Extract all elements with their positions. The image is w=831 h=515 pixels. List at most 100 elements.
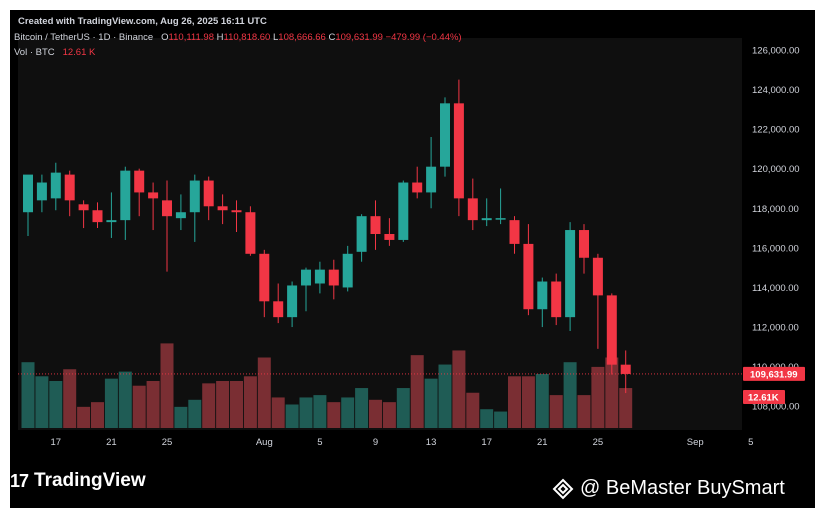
symbol-label[interactable]: Bitcoin / TetherUS · 1D · Binance	[14, 32, 154, 43]
x-tick-label: 17	[51, 437, 62, 448]
volume-bar	[202, 383, 216, 428]
candle-body	[328, 269, 339, 286]
volume-badge-label: 12.61K	[748, 393, 779, 404]
candle-body	[36, 182, 47, 201]
x-tick-label: 25	[593, 437, 604, 448]
volume-bar	[285, 404, 299, 428]
candle-body	[245, 212, 256, 254]
candle-body	[453, 103, 464, 199]
volume-bar	[438, 364, 452, 428]
last-price-label: 109,631.99	[750, 369, 798, 380]
candle-body	[314, 269, 325, 284]
candle-body	[203, 180, 214, 207]
volume-bar	[619, 388, 633, 428]
volume-bar	[563, 362, 577, 428]
candle-body	[148, 192, 159, 199]
candle-body	[273, 301, 284, 318]
candle-body	[537, 281, 548, 310]
candle-body	[565, 230, 576, 318]
volume-bar	[508, 376, 521, 428]
x-tick-label: 21	[106, 437, 117, 448]
volume-bar	[521, 376, 535, 428]
y-tick-label: 114,000.00	[752, 283, 799, 294]
volume-bar	[549, 395, 563, 428]
volume-bar	[494, 411, 508, 428]
x-tick-label: 9	[373, 437, 378, 448]
candle-body	[287, 285, 298, 318]
volume-bar	[77, 406, 91, 428]
volume-bar	[104, 378, 118, 428]
y-tick-label: 122,000.00	[752, 125, 800, 136]
volume-bar	[410, 355, 424, 428]
diamond-logo-icon	[552, 478, 574, 499]
volume-bar	[118, 371, 132, 428]
candle-body	[342, 253, 353, 288]
x-tick-label: Sep	[687, 437, 704, 448]
y-tick-label: 118,000.00	[752, 204, 799, 215]
close-label: C	[328, 32, 336, 43]
y-tick-label: 108,000.00	[752, 402, 800, 413]
volume-badge	[743, 390, 785, 404]
volume-bar	[480, 409, 494, 428]
candle-body	[495, 218, 506, 220]
candle-body	[523, 243, 534, 310]
volume-bar	[49, 381, 63, 428]
volume-bar	[452, 350, 466, 428]
created-caption: Created with TradingView.com, Aug 26, 20…	[18, 16, 267, 27]
volume-label[interactable]: Vol · BTC	[14, 47, 55, 58]
high-label: H	[216, 32, 224, 43]
candle-body	[92, 210, 103, 223]
volume-bar	[257, 357, 271, 428]
watermark-text: @ BeMaster BuySmart	[580, 477, 785, 499]
low-label: L	[272, 32, 279, 43]
x-tick-label: 21	[537, 437, 548, 448]
volume-bar	[63, 369, 77, 428]
candle-body	[231, 210, 242, 213]
candle-body	[175, 212, 186, 219]
candle-body	[106, 220, 117, 223]
volume-bar	[355, 388, 369, 428]
watermark: @ BeMaster BuySmart	[552, 477, 785, 500]
candle-body	[64, 174, 75, 201]
volume-bar	[327, 402, 341, 428]
candle-body	[384, 234, 395, 240]
volume-bar	[35, 376, 49, 428]
volume-bar	[313, 395, 327, 428]
tradingview-logo-text: TradingView	[34, 470, 146, 491]
tradingview-logo-icon: 17	[10, 470, 29, 491]
candle-body	[398, 182, 409, 240]
last-price-badge	[743, 366, 805, 381]
volume-bar	[605, 357, 619, 428]
volume-bar	[160, 343, 174, 428]
volume-bar	[382, 402, 396, 428]
volume-bar	[243, 376, 257, 428]
candle-body	[162, 200, 172, 217]
candle-body	[551, 281, 562, 318]
candle-body	[426, 166, 437, 193]
volume-bar	[466, 392, 480, 428]
tradingview-logo[interactable]: 17 TradingView	[10, 470, 146, 492]
volume-bar	[188, 399, 202, 428]
close-value: 109,631.99	[335, 32, 383, 43]
y-tick-label: 116,000.00	[752, 243, 799, 254]
x-tick-label: Aug	[256, 437, 273, 448]
candle-body	[356, 216, 367, 252]
candle-body	[189, 180, 200, 213]
open-value: 110,111.98	[168, 32, 214, 43]
candle-body	[509, 220, 520, 244]
volume-bar	[132, 385, 146, 428]
y-tick-label: 112,000.00	[752, 323, 799, 334]
volume-bar	[535, 373, 549, 428]
volume-bar	[299, 397, 313, 428]
candle-body	[606, 295, 617, 365]
volume-bar	[174, 406, 188, 428]
candle-body	[579, 230, 589, 258]
volume-bar	[369, 399, 382, 428]
y-tick-label: 124,000.00	[752, 85, 800, 96]
y-tick-label: 120,000.00	[752, 164, 800, 175]
volume-bar	[577, 395, 591, 428]
volume-value: 12.61 K	[62, 47, 96, 58]
y-tick-label: 126,000.00	[752, 45, 800, 56]
high-value: 110,818.60	[223, 32, 271, 43]
